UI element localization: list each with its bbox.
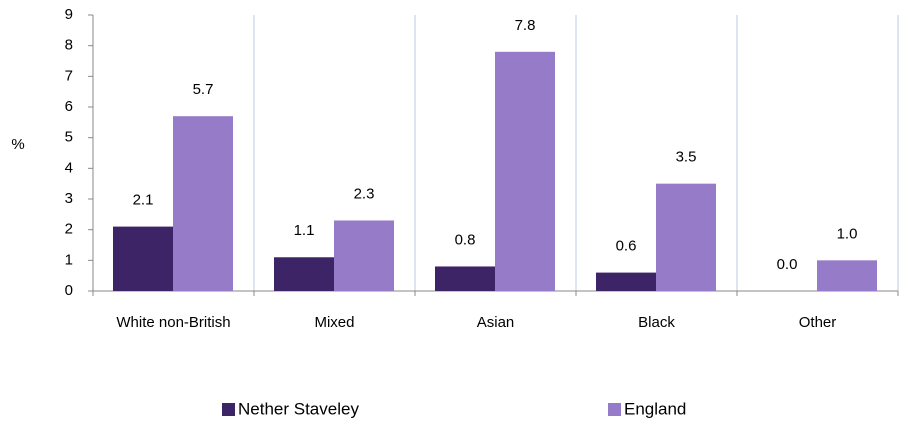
bar [173, 116, 233, 291]
bar [656, 183, 716, 291]
value-label: 1.0 [837, 225, 858, 242]
y-tick-label: 3 [65, 190, 73, 207]
value-label: 3.5 [676, 149, 697, 166]
y-tick-label: 6 [65, 98, 73, 115]
bar [435, 266, 495, 291]
value-label: 0.8 [455, 231, 476, 248]
value-label: 7.8 [515, 17, 536, 34]
bar [113, 226, 173, 291]
bar [274, 257, 334, 291]
y-tick-label: 2 [65, 221, 73, 238]
x-tick-label: Asian [477, 314, 515, 331]
value-label: 0.0 [777, 256, 798, 273]
x-tick-label: White non-British [116, 314, 230, 331]
value-label: 2.1 [133, 192, 154, 209]
value-label: 2.3 [354, 185, 375, 202]
bar [495, 51, 555, 291]
y-axis-label: % [11, 136, 24, 153]
value-label: 0.6 [616, 238, 637, 255]
value-label: 5.7 [193, 81, 214, 98]
bar [817, 260, 877, 291]
y-tick-label: 5 [65, 129, 73, 146]
bar [596, 272, 656, 291]
value-label: 1.1 [294, 222, 315, 239]
bar [334, 220, 394, 291]
y-tick-label: 1 [65, 251, 73, 268]
legend-swatch [608, 403, 621, 416]
y-tick-label: 4 [65, 159, 73, 176]
y-tick-label: 9 [65, 6, 73, 23]
x-tick-label: Black [638, 314, 675, 331]
y-tick-label: 7 [65, 67, 73, 84]
y-tick-label: 8 [65, 37, 73, 54]
y-tick-label: 0 [65, 282, 73, 299]
x-tick-label: Mixed [314, 314, 354, 331]
x-tick-label: Other [799, 314, 837, 331]
legend-swatch [222, 403, 235, 416]
legend-label: England [624, 399, 686, 418]
legend-label: Nether Staveley [238, 399, 359, 418]
